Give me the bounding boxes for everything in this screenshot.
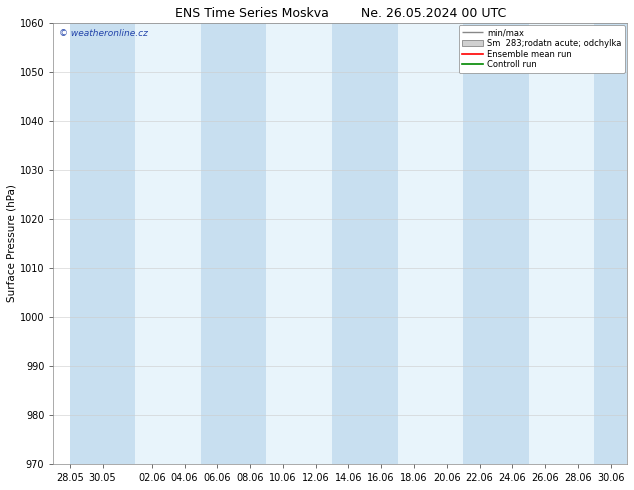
Bar	[70, 23, 135, 464]
Title: ENS Time Series Moskva        Ne. 26.05.2024 00 UTC: ENS Time Series Moskva Ne. 26.05.2024 00…	[174, 7, 506, 20]
Bar	[135, 23, 201, 464]
Y-axis label: Surface Pressure (hPa): Surface Pressure (hPa)	[7, 184, 17, 302]
Text: © weatheronline.cz: © weatheronline.cz	[59, 29, 148, 38]
Bar	[201, 23, 266, 464]
Bar	[266, 23, 332, 464]
Bar	[463, 23, 529, 464]
Bar	[398, 23, 463, 464]
Bar	[594, 23, 634, 464]
Bar	[529, 23, 594, 464]
Legend: min/max, Sm  283;rodatn acute; odchylka, Ensemble mean run, Controll run: min/max, Sm 283;rodatn acute; odchylka, …	[458, 25, 624, 73]
Bar	[332, 23, 398, 464]
